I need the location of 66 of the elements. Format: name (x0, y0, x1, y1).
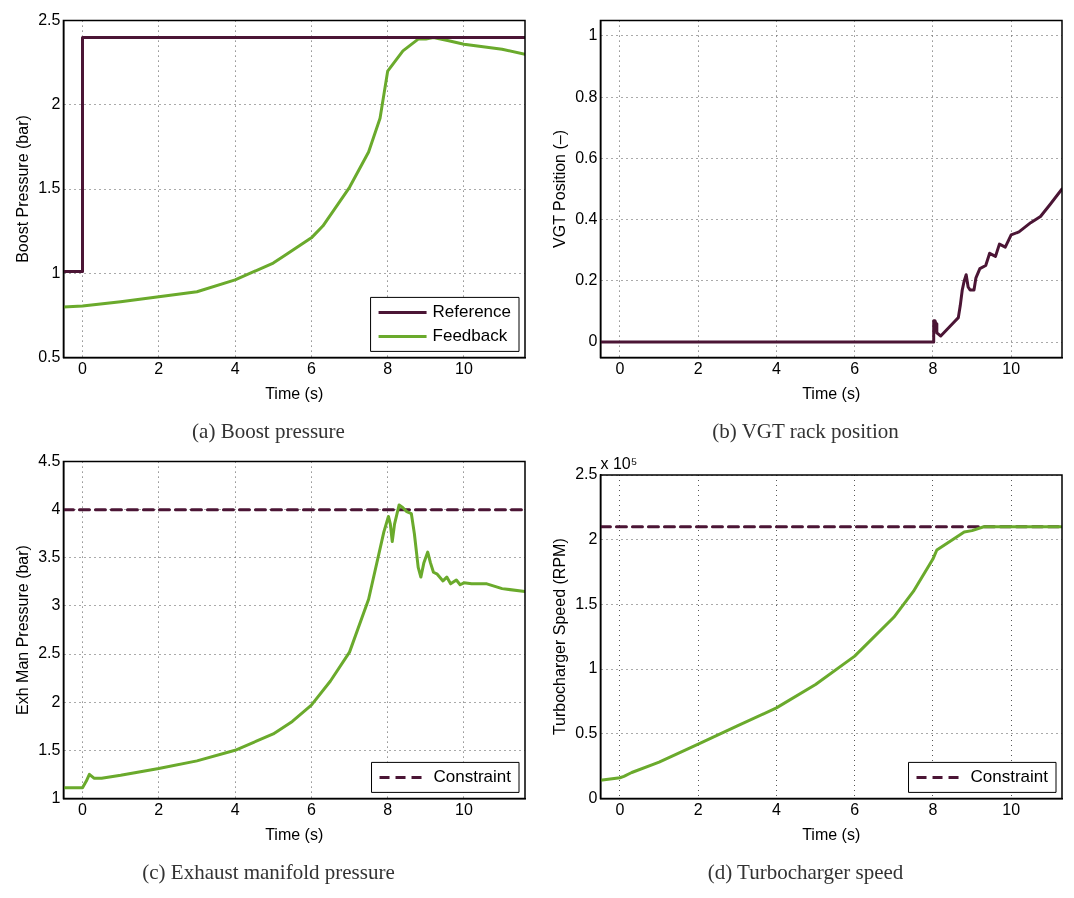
x-tick-label: 10 (1002, 801, 1021, 819)
x-tick-label: 2 (693, 360, 703, 378)
y-tick-label: 1 (588, 26, 598, 44)
x-axis-title: Time (s) (802, 384, 861, 402)
x-tick-label: 10 (455, 801, 473, 819)
x-tick-label: 4 (230, 360, 240, 378)
y-tick-label: 0 (588, 788, 598, 806)
y-tick-label: 1 (588, 659, 598, 677)
y-tick-label: 1.5 (38, 740, 61, 758)
x-tick-label: 2 (693, 801, 703, 819)
y-tick-label: 0.5 (38, 347, 61, 365)
y-tick-label: 0.4 (575, 210, 598, 228)
x-tick-label: 6 (306, 801, 316, 819)
y-tick-label: 0.6 (575, 148, 598, 166)
y-tick-label: 1.5 (38, 179, 61, 197)
x-tick-label: 6 (306, 360, 316, 378)
y-tick-label: 0.8 (575, 87, 598, 105)
x-tick-label: 4 (772, 360, 782, 378)
y-tick-label: 0 (588, 332, 598, 350)
x-tick-label: 2 (154, 360, 164, 378)
y-tick-label: 0.5 (575, 724, 598, 742)
y-axis-title: Boost Pressure (bar) (14, 115, 32, 263)
x-tick-label: 0 (615, 801, 625, 819)
y-tick-label: 1.5 (575, 594, 598, 612)
legend-label: Constraint (433, 767, 512, 787)
y-tick-label: 1 (51, 788, 61, 806)
x-tick-label: 8 (383, 360, 393, 378)
y-tick-label: 2.5 (38, 644, 61, 662)
x-axis-title: Time (s) (265, 825, 324, 843)
x-tick-label: 4 (772, 801, 782, 819)
x-tick-label: 2 (154, 801, 164, 819)
y-tick-label: 3.5 (38, 548, 61, 566)
x-tick-label: 6 (850, 801, 860, 819)
y-tick-label: 4.5 (38, 452, 61, 470)
y-tick-label: 0.2 (575, 271, 598, 289)
x-tick-label: 8 (383, 801, 393, 819)
x-tick-label: 0 (78, 360, 88, 378)
legend-label: Reference (432, 302, 511, 322)
y-tick-label: 4 (51, 500, 61, 518)
x-axis-title: Time (s) (802, 825, 861, 843)
x-tick-label: 4 (230, 801, 240, 819)
legend-label: Feedback (432, 326, 508, 346)
legend-label: Constraint (970, 767, 1049, 787)
x-tick-label: 0 (78, 801, 88, 819)
y-tick-label: 2.5 (575, 465, 598, 483)
y-tick-label: 2 (51, 95, 61, 113)
text: (d) Turbocharger speed (707, 859, 904, 884)
y-axis-title: Turbocharger Speed (RPM) (551, 538, 569, 736)
x-tick-label: 0 (615, 360, 625, 378)
y-tick-label: 2 (51, 692, 61, 710)
x-tick-label: 10 (455, 360, 473, 378)
x-tick-label: 8 (928, 801, 938, 819)
y-axis-title: Exh Man Pressure (bar) (14, 545, 32, 715)
text: (b) VGT rack position (712, 418, 900, 443)
y-tick-label: 2 (588, 530, 598, 548)
x-axis-title: Time (s) (265, 384, 324, 402)
y-tick-label: 1 (51, 263, 61, 281)
y-axis-title: VGT Position (–) (551, 130, 569, 248)
y-tick-label: 2.5 (38, 11, 61, 29)
x-tick-label: 8 (928, 360, 938, 378)
x-tick-label: 10 (1002, 360, 1021, 378)
text: (c) Exhaust manifold pressure (142, 859, 395, 884)
text: (a) Boost pressure (192, 418, 345, 443)
x-tick-label: 6 (850, 360, 860, 378)
y-tick-label: 3 (51, 596, 61, 614)
text: x 10⁵ (600, 455, 638, 473)
